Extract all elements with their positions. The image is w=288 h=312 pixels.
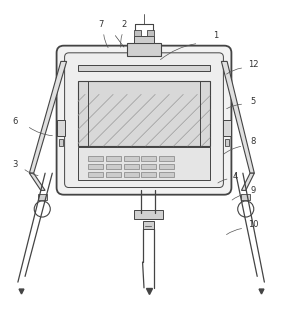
FancyBboxPatch shape bbox=[56, 46, 232, 195]
Bar bbox=[134, 30, 141, 36]
Bar bbox=[106, 156, 121, 161]
Bar bbox=[143, 221, 154, 229]
Polygon shape bbox=[241, 173, 254, 190]
Bar bbox=[134, 36, 154, 43]
Bar bbox=[141, 172, 156, 177]
Polygon shape bbox=[29, 61, 67, 173]
Text: 3: 3 bbox=[12, 160, 18, 169]
Text: 10: 10 bbox=[248, 220, 258, 229]
Bar bbox=[106, 164, 121, 169]
Bar bbox=[78, 81, 210, 146]
Bar bbox=[124, 172, 139, 177]
Bar bbox=[58, 139, 63, 146]
Circle shape bbox=[238, 201, 254, 217]
Text: 6: 6 bbox=[12, 117, 18, 126]
FancyBboxPatch shape bbox=[65, 53, 223, 188]
Bar bbox=[223, 120, 232, 136]
Text: 2: 2 bbox=[121, 20, 126, 29]
Bar bbox=[159, 156, 174, 161]
Polygon shape bbox=[29, 173, 45, 190]
Bar bbox=[141, 156, 156, 161]
Bar bbox=[56, 120, 65, 136]
Text: 12: 12 bbox=[248, 60, 258, 69]
Circle shape bbox=[34, 201, 50, 217]
Bar bbox=[127, 43, 161, 56]
Bar bbox=[88, 164, 103, 169]
Bar bbox=[147, 30, 154, 36]
Bar bbox=[124, 156, 139, 161]
Polygon shape bbox=[221, 61, 254, 173]
Bar bbox=[159, 164, 174, 169]
Text: 1: 1 bbox=[213, 31, 218, 40]
Text: 9: 9 bbox=[250, 186, 255, 195]
Text: 7: 7 bbox=[98, 20, 104, 29]
Bar bbox=[38, 194, 47, 200]
Text: 5: 5 bbox=[250, 97, 255, 106]
Text: 8: 8 bbox=[250, 137, 255, 146]
Text: 4: 4 bbox=[233, 172, 238, 181]
Bar bbox=[88, 156, 103, 161]
Bar bbox=[241, 194, 250, 200]
Bar bbox=[78, 65, 210, 71]
Bar bbox=[88, 172, 103, 177]
Bar bbox=[78, 147, 210, 180]
Bar bbox=[141, 164, 156, 169]
Bar bbox=[134, 210, 163, 219]
Bar bbox=[106, 172, 121, 177]
Bar bbox=[124, 164, 139, 169]
Bar bbox=[225, 139, 230, 146]
Bar bbox=[159, 172, 174, 177]
